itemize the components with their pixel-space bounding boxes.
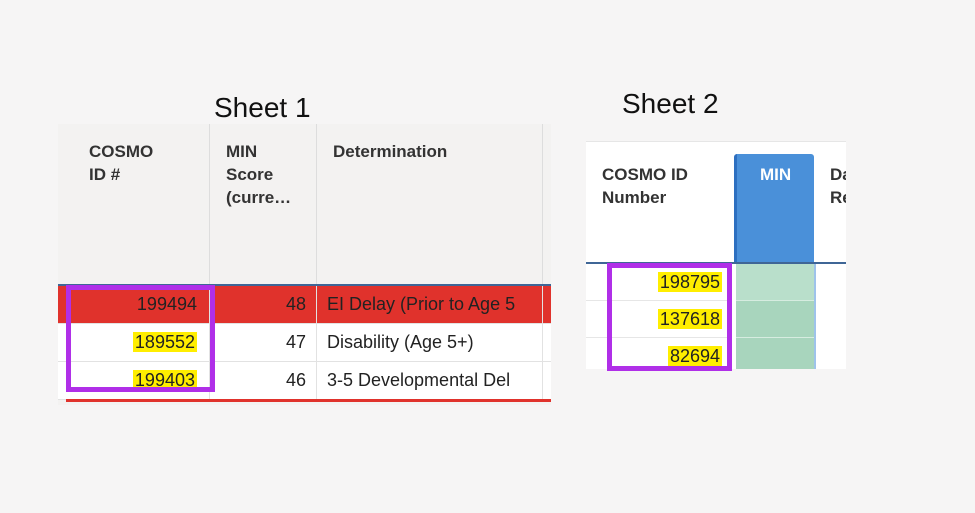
- table-row[interactable]: 137618: [586, 301, 846, 338]
- sheet2-caption: Sheet 2: [622, 88, 719, 119]
- selection-box-sheet1: [66, 285, 215, 392]
- cell-min-score[interactable]: 46: [210, 362, 317, 399]
- sheet1-caption: Sheet 1: [214, 92, 311, 123]
- cell-cosmo-id[interactable]: 198795: [586, 264, 732, 301]
- table-row[interactable]: 82694: [586, 338, 846, 369]
- column-header-label: MIN: [760, 165, 792, 184]
- cell-min-score[interactable]: 47: [210, 324, 317, 361]
- column-header-label: COSMO ID Number: [602, 165, 688, 207]
- highlighted-cell-value: 189552: [132, 332, 197, 352]
- table-row[interactable]: 198795: [586, 264, 846, 301]
- column-header-label: Determination: [333, 142, 448, 161]
- cell-min[interactable]: [736, 301, 814, 338]
- cell-cosmo-id[interactable]: 189552: [73, 324, 210, 361]
- column-header-truncated[interactable]: Da Re: [816, 163, 846, 209]
- selection-box-sheet2: [607, 263, 732, 371]
- cell-cosmo-id[interactable]: 199403: [73, 362, 210, 399]
- cell-value: 46: [285, 370, 306, 390]
- cell-min[interactable]: [736, 338, 814, 369]
- cell-determination[interactable]: 3-5 Developmental Del: [317, 362, 543, 399]
- highlighted-cell-value: 137618: [657, 309, 722, 329]
- highlighted-cell-value: 82694: [667, 346, 722, 366]
- column-header-min[interactable]: MIN: [744, 163, 804, 186]
- cell-cosmo-id[interactable]: 137618: [586, 301, 732, 338]
- column-header-min-selected[interactable]: [734, 154, 814, 264]
- table-row[interactable]: 189552 47 Disability (Age 5+): [58, 324, 551, 362]
- cell-cosmo-id[interactable]: 82694: [586, 338, 732, 369]
- cell-value: 199494: [136, 294, 197, 314]
- header-divider: [58, 284, 551, 286]
- top-border: [586, 141, 846, 142]
- column-header-label: MIN Score (curre…: [226, 142, 292, 207]
- cell-cosmo-id[interactable]: 199494: [73, 286, 210, 323]
- cell-determination[interactable]: EI Delay (Prior to Age 5: [317, 286, 543, 323]
- column-header-determination[interactable]: Determination: [317, 124, 543, 284]
- cell-value: 47: [285, 332, 306, 352]
- cell-value: Disability (Age 5+): [327, 332, 474, 352]
- sheet1-table: COSMO ID # MIN Score (curre… Determinati…: [58, 124, 551, 405]
- highlighted-cell-value: 198795: [657, 272, 722, 292]
- column-header-label: COSMO ID #: [89, 142, 154, 184]
- column-header-min-score[interactable]: MIN Score (curre…: [210, 124, 317, 284]
- column-header-cosmo-id-number[interactable]: COSMO ID Number: [586, 163, 732, 209]
- cell-value: EI Delay (Prior to Age 5: [327, 294, 516, 314]
- column-header-cosmo-id[interactable]: COSMO ID #: [73, 124, 210, 284]
- column-edge: [814, 264, 816, 369]
- column-header-label: Da Re: [830, 165, 846, 207]
- cell-value: 3-5 Developmental Del: [327, 370, 511, 390]
- highlighted-cell-value: 199403: [132, 370, 197, 390]
- cell-min-score[interactable]: 48: [210, 286, 317, 323]
- sheet2-table: COSMO ID Number MIN Da Re 198795 137618 …: [586, 141, 846, 369]
- red-row-edge: [66, 399, 551, 402]
- cell-min[interactable]: [736, 264, 814, 301]
- cell-determination[interactable]: Disability (Age 5+): [317, 324, 543, 361]
- table-row[interactable]: 199494 48 EI Delay (Prior to Age 5: [58, 286, 551, 324]
- cell-value: 48: [285, 294, 306, 314]
